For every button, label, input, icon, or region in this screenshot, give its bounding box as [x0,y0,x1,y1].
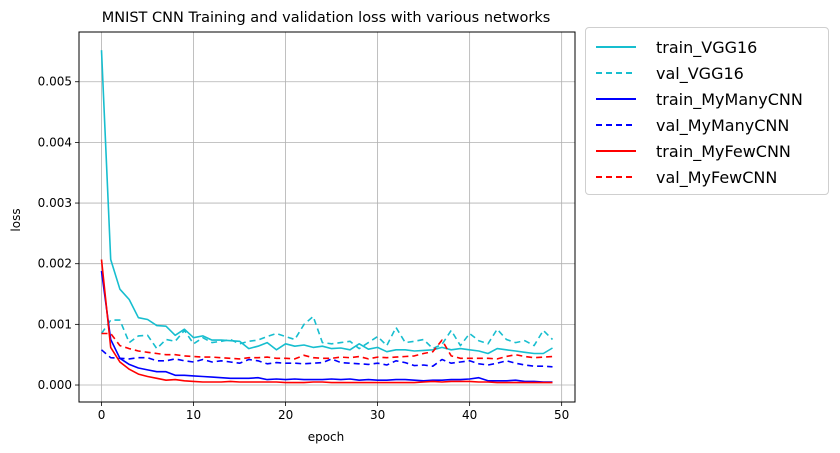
y-tick-label: 0.002 [38,257,72,271]
legend-label: train_VGG16 [656,37,758,57]
series-line-val_MyManyCNN [100,349,553,368]
legend-item-train_MyManyCNN: train_MyManyCNN [596,86,803,112]
series-line-train_VGG16 [100,50,553,355]
grid [79,32,575,402]
legend-label: val_VGG16 [656,63,744,83]
legend-item-train_VGG16: train_VGG16 [596,34,757,60]
x-tick-label: 20 [278,408,293,422]
series-line-train_MyFewCNN [100,259,553,384]
y-tick-label: 0.003 [38,196,72,210]
x-tick-label: 40 [462,408,477,422]
legend-item-val_VGG16: val_VGG16 [596,60,744,86]
legend-swatch [596,98,636,100]
series-line-val_VGG16 [100,315,554,350]
legend-label: val_MyManyCNN [656,115,790,135]
y-tick-label: 0.000 [38,378,72,392]
series-line-train_MyManyCNN [100,270,553,383]
x-tick-label: 0 [98,408,106,422]
legend-swatch [596,150,636,152]
legend-label: train_MyManyCNN [656,89,803,109]
legend-item-val_MyFewCNN: val_MyFewCNN [596,164,777,190]
legend-item-val_MyManyCNN: val_MyManyCNN [596,112,789,138]
legend-item-train_MyFewCNN: train_MyFewCNN [596,138,791,164]
axis-ticks: 0 10 20 30 40 50 0.000 0.001 0.002 0.003 0.004 0.00… [38,75,570,422]
legend-label: train_MyFewCNN [656,141,791,161]
legend-swatch [596,46,636,48]
x-tick-label: 50 [554,408,569,422]
legend: train_VGG16 val_VGG16 train_MyManyCNN val_M… [585,27,829,195]
legend-swatch [596,72,636,74]
chart-title: MNIST CNN Training and validation loss w… [102,10,551,26]
y-axis-label: loss [9,208,23,231]
x-tick-label: 30 [370,408,385,422]
legend-swatch [596,124,636,126]
plot-frame [78,31,576,403]
legend-swatch [596,176,636,178]
legend-label: val_MyFewCNN [656,167,778,187]
x-tick-label: 10 [186,408,201,422]
series-line-val_MyFewCNN [101,332,553,360]
plot-lines [100,50,554,384]
x-axis-label: epoch [308,430,345,444]
y-tick-label: 0.004 [38,135,72,149]
y-tick-label: 0.005 [38,75,72,89]
y-tick-label: 0.001 [38,317,72,331]
